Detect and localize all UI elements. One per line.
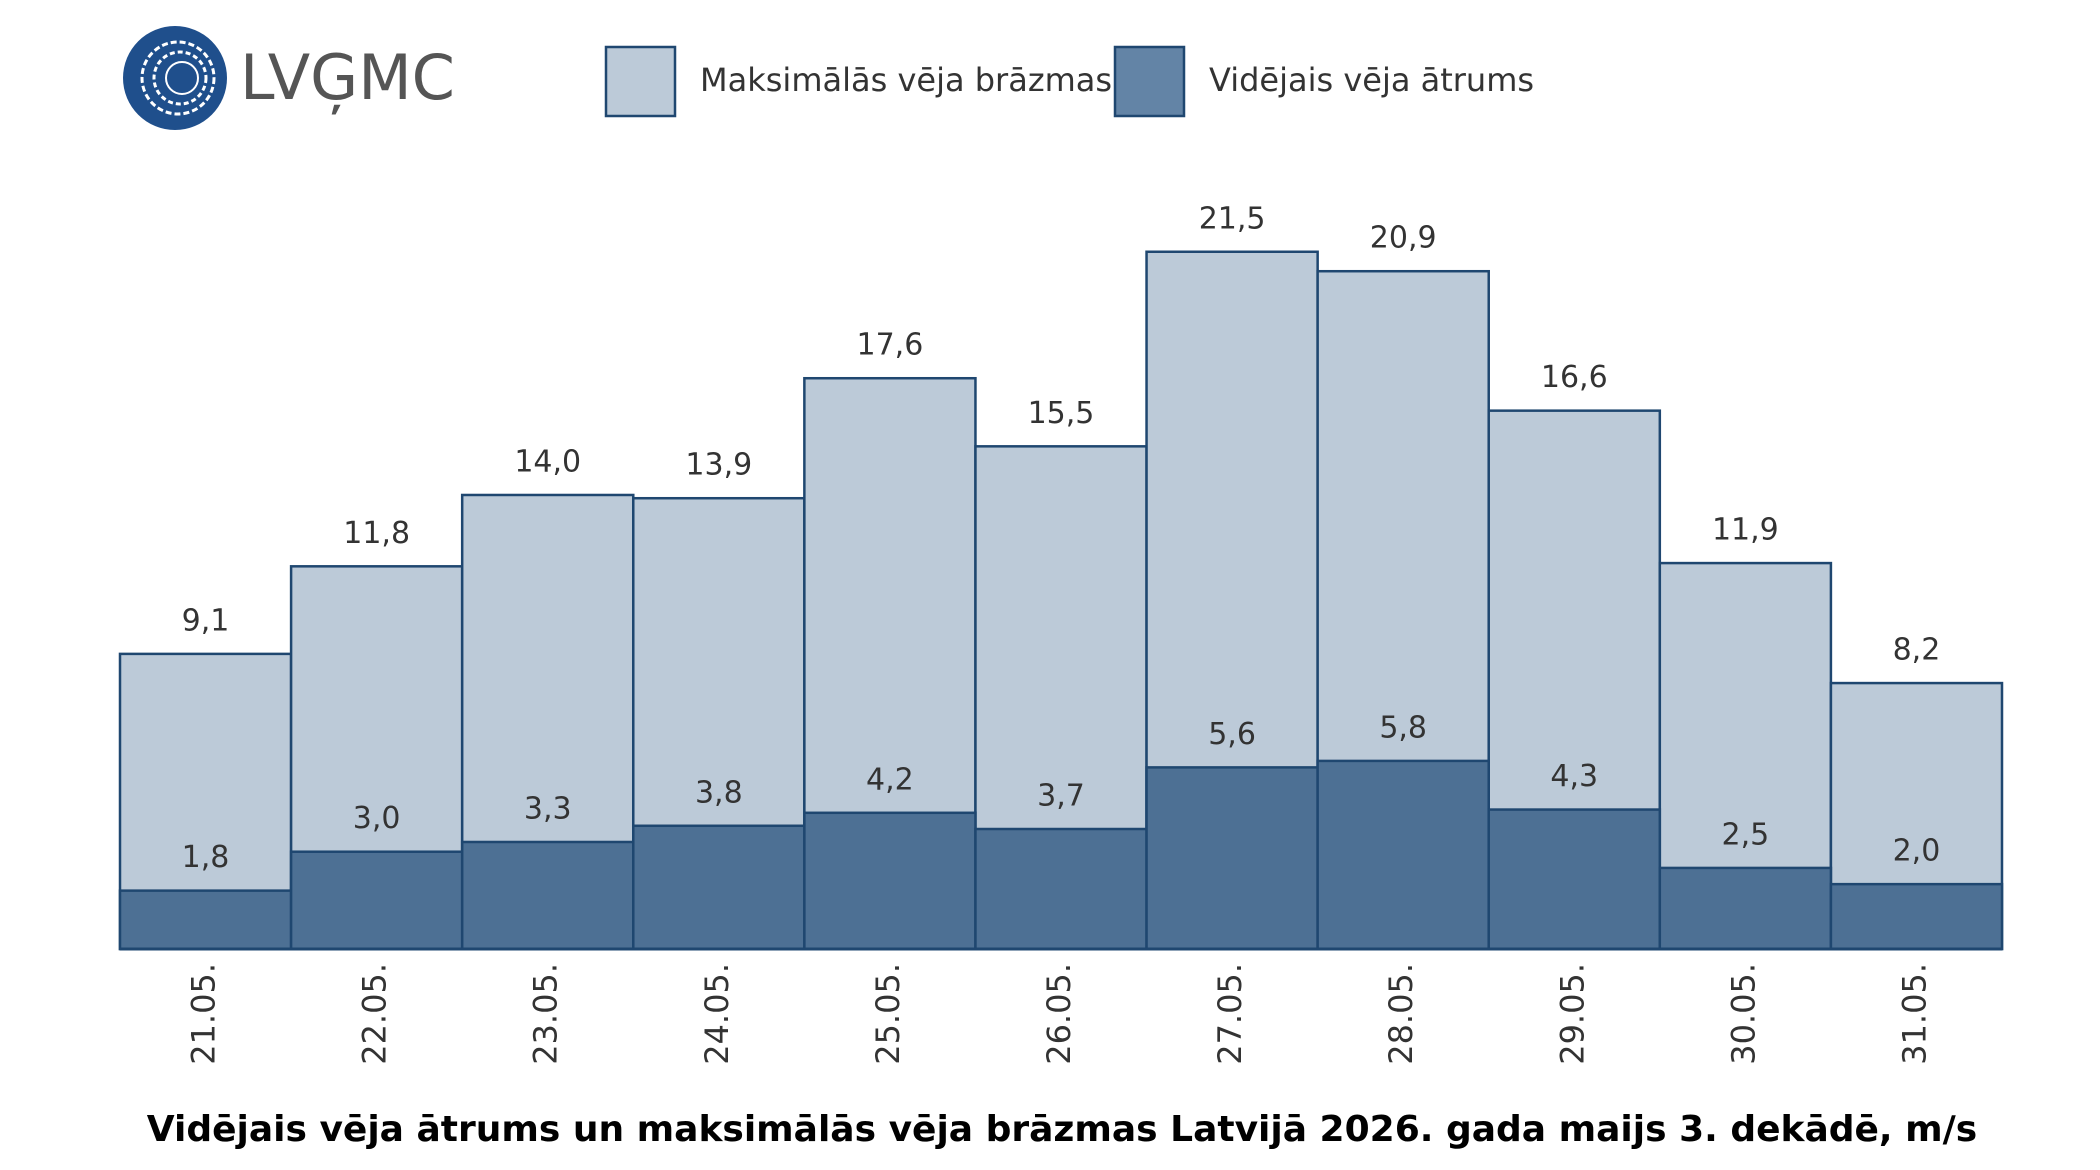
bar [289,850,464,951]
value-label: 14,0 [514,444,581,479]
legend-label: Vidējais vēja ātrums [1209,61,1534,99]
bar [460,840,635,951]
value-label: 8,2 [1893,633,1941,668]
x-tick-label: 26.05. [1040,963,1078,1065]
value-label: 1,8 [182,840,230,875]
logo-ring [152,50,208,106]
value-label: 4,3 [1550,759,1598,794]
value-label: 4,2 [866,762,914,797]
x-tick-label: 23.05. [527,963,565,1065]
logo-ring [165,61,199,95]
value-label: 3,3 [524,791,572,826]
value-label: 11,8 [343,516,410,551]
bar [1316,759,1490,951]
bar [1487,808,1662,951]
legend-swatch [604,45,677,118]
value-label: 13,9 [685,448,752,483]
x-tick-label: 22.05. [356,963,394,1065]
x-tick-label: 30.05. [1724,963,1762,1065]
value-label: 5,8 [1379,710,1427,745]
x-tick-label: 28.05. [1382,963,1420,1065]
value-label: 11,9 [1712,513,1779,548]
value-label: 15,5 [1028,396,1095,431]
value-label: 5,6 [1208,717,1256,752]
value-label: 17,6 [857,328,924,363]
bar [118,889,293,951]
value-label: 9,1 [182,603,230,638]
value-label: 2,0 [1893,834,1941,869]
value-label: 3,8 [695,775,743,810]
logo-text: LVĢMC [240,41,455,115]
value-label: 16,6 [1541,360,1608,395]
chart-title: Vidējais vēja ātrums un maksimālās vēja … [147,1109,1977,1150]
x-tick-label: 25.05. [869,963,907,1065]
bar [632,824,806,951]
x-tick-label: 31.05. [1895,963,1933,1065]
bar [974,827,1148,951]
x-tick-label: 21.05. [185,963,223,1065]
logo: LVĢMC [123,26,455,130]
bar [1658,866,1833,951]
value-label: 3,0 [353,801,401,836]
value-label: 2,5 [1722,817,1770,852]
x-tick-label: 29.05. [1553,963,1591,1065]
bar [803,811,977,951]
x-tick-label: 27.05. [1211,963,1249,1065]
value-label: 21,5 [1199,201,1266,236]
bar [1145,766,1319,951]
bar [1829,882,2004,951]
value-label: 3,7 [1037,779,1085,814]
logo-ring [140,40,216,116]
value-label: 20,9 [1370,221,1437,256]
legend-swatch [1113,45,1186,118]
legend-label: Maksimālās vēja brāzmas [700,61,1112,99]
x-tick-label: 24.05. [698,963,736,1065]
